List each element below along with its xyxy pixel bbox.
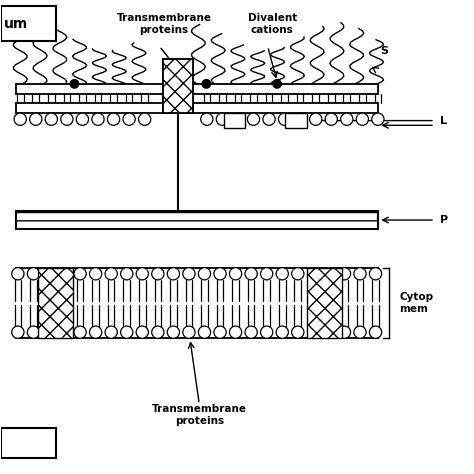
Circle shape: [198, 326, 210, 338]
Circle shape: [294, 113, 306, 125]
Circle shape: [245, 268, 257, 280]
Circle shape: [229, 268, 242, 280]
Bar: [1, 6, 55, 41]
Bar: [16, 84, 378, 94]
Circle shape: [202, 80, 210, 88]
Circle shape: [61, 113, 73, 125]
Circle shape: [201, 113, 213, 125]
Bar: [163, 59, 193, 113]
Circle shape: [70, 80, 79, 88]
Circle shape: [136, 268, 148, 280]
Circle shape: [167, 326, 180, 338]
Circle shape: [338, 326, 351, 338]
Circle shape: [183, 268, 195, 280]
Circle shape: [341, 113, 353, 125]
Text: P: P: [439, 215, 448, 225]
Bar: [163, 59, 193, 113]
Circle shape: [74, 268, 86, 280]
Circle shape: [214, 268, 226, 280]
Circle shape: [276, 326, 288, 338]
Circle shape: [325, 113, 337, 125]
Text: Cytop
mem: Cytop mem: [400, 292, 434, 314]
Circle shape: [123, 113, 135, 125]
Circle shape: [338, 268, 351, 280]
Text: Transmembrane
proteins: Transmembrane proteins: [117, 13, 211, 35]
Text: S: S: [381, 46, 389, 56]
Text: L: L: [439, 116, 447, 126]
Bar: [16, 103, 378, 113]
Circle shape: [354, 268, 366, 280]
Circle shape: [273, 80, 281, 88]
Circle shape: [90, 326, 102, 338]
Circle shape: [216, 113, 228, 125]
Circle shape: [214, 326, 226, 338]
Bar: [224, 113, 245, 128]
Circle shape: [167, 268, 180, 280]
Circle shape: [263, 113, 275, 125]
Circle shape: [198, 268, 210, 280]
Circle shape: [232, 113, 244, 125]
Bar: [38, 268, 73, 338]
Circle shape: [369, 326, 382, 338]
Text: Divalent
cations: Divalent cations: [248, 13, 297, 35]
Circle shape: [278, 113, 291, 125]
Circle shape: [27, 326, 39, 338]
Circle shape: [152, 268, 164, 280]
Circle shape: [27, 268, 39, 280]
Circle shape: [354, 326, 366, 338]
Circle shape: [76, 113, 89, 125]
Circle shape: [12, 268, 24, 280]
Circle shape: [292, 326, 304, 338]
Bar: [285, 113, 307, 128]
Bar: [1, 428, 55, 458]
Circle shape: [105, 326, 117, 338]
Circle shape: [138, 113, 151, 125]
Circle shape: [45, 113, 57, 125]
Circle shape: [74, 326, 86, 338]
Bar: [307, 268, 342, 338]
Circle shape: [105, 268, 117, 280]
Circle shape: [152, 326, 164, 338]
Circle shape: [356, 113, 368, 125]
Circle shape: [247, 113, 260, 125]
Circle shape: [292, 268, 304, 280]
Circle shape: [245, 326, 257, 338]
Circle shape: [229, 326, 242, 338]
Bar: [16, 211, 378, 229]
Circle shape: [372, 113, 384, 125]
Circle shape: [369, 268, 382, 280]
Circle shape: [12, 326, 24, 338]
Circle shape: [136, 326, 148, 338]
Circle shape: [261, 268, 273, 280]
Circle shape: [310, 113, 322, 125]
Circle shape: [120, 326, 133, 338]
Circle shape: [183, 326, 195, 338]
Circle shape: [30, 113, 42, 125]
Circle shape: [276, 268, 288, 280]
Circle shape: [261, 326, 273, 338]
Circle shape: [90, 268, 102, 280]
Text: um: um: [4, 17, 28, 30]
Text: Transmembrane
proteins: Transmembrane proteins: [152, 404, 247, 426]
Circle shape: [108, 113, 119, 125]
Circle shape: [120, 268, 133, 280]
Circle shape: [14, 113, 27, 125]
Circle shape: [92, 113, 104, 125]
